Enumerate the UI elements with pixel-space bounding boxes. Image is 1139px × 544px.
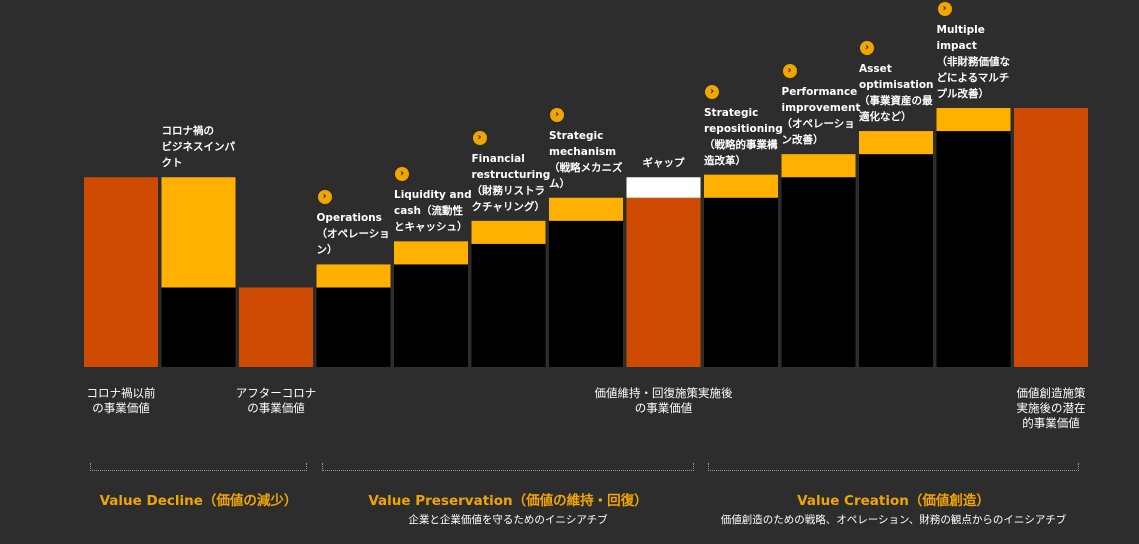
bar-8-chevron-icon: › [705, 84, 719, 99]
phase-subtitle-creation: 価値創造のための戦略、オペレーション、財務の観点からのイニシアチブ [720, 514, 1067, 526]
bar-2-baseline [239, 287, 313, 367]
category-label-1: アフターコロナ の事業価値 [235, 386, 317, 415]
phase-bracket-decline [90, 463, 307, 471]
bar-4-increment [394, 241, 468, 265]
bar-3-increment [316, 264, 391, 288]
bar-12-baseline [1014, 108, 1088, 367]
bar-4-chevron-icon: › [395, 167, 409, 182]
bar-11-chevron-icon: › [937, 2, 952, 16]
bar-6-chevron-icon: › [550, 107, 564, 122]
bar-11-increment [936, 108, 1011, 132]
bar-5-cumulative [471, 243, 546, 367]
bar-7-gap [626, 177, 701, 198]
bar-5-chevron-icon: › [472, 130, 487, 145]
bar-4-cumulative [394, 264, 468, 367]
bar-8-cumulative [704, 197, 778, 367]
category-label-3: 価値創造施策 実施後の潜在 的事業価値 [1016, 386, 1086, 430]
bar-3-cumulative [316, 287, 391, 367]
bar-1-cumulative [161, 287, 236, 367]
category-label-2: 価値維持・回復施策実施後 の事業価値 [594, 386, 733, 415]
bar-7-baseline [626, 197, 701, 367]
phase-bracket-creation [708, 463, 1079, 471]
bar-4-label: Liquidity and cash（流動性 とキャッシュ） [394, 189, 472, 234]
bar-8-label: Strategic repositioning （戦略的事業構 造改革） [704, 106, 783, 167]
category-label-0: コロナ禍以前 の事業価値 [86, 386, 156, 415]
bar-10-chevron-icon: › [860, 41, 874, 56]
bar-10-label: Asset optimisation （事業資産の最 適化など） [859, 63, 934, 124]
bar-6-label: Strategic mechanism （戦略メカニズ ム） [549, 129, 623, 190]
bar-11-cumulative [936, 131, 1011, 367]
bar-9-cumulative [781, 177, 856, 367]
bar-9-chevron-icon: › [782, 64, 797, 79]
bar-1-label: コロナ禍の ビジネスインパ クト [161, 125, 236, 170]
phase-title-decline: Value Decline（価値の減少） [99, 493, 298, 509]
phase-title-preservation: Value Preservation（価値の維持・回復） [368, 493, 648, 509]
bar-1-increment [161, 177, 236, 288]
bar-7-label: ギャップ [642, 157, 685, 170]
bar-8-increment [704, 174, 778, 198]
bar-5-label: Financial restructuring （財務リストラ クチャリング） [471, 152, 551, 213]
bar-10-cumulative [859, 154, 933, 367]
phase-bracket-preservation [322, 463, 694, 471]
bar-11-label: Multiple impact （非財務価値な どによるマルチ プル改善） [936, 24, 1011, 100]
bar-9-label: Performance improvement （オペレーショ ン改善） [781, 86, 861, 147]
phase-subtitle-preservation: 企業と企業価値を守るためのイニシアチブ [408, 514, 608, 526]
bar-9-increment [781, 154, 856, 178]
bar-5-increment [471, 220, 546, 244]
bar-6-cumulative [549, 220, 623, 367]
bar-10-increment [859, 131, 933, 155]
bar-3-label: Operations （オペレーショ ン） [316, 212, 390, 257]
phase-title-creation: Value Creation（価値創造） [797, 493, 990, 509]
bar-3-chevron-icon: › [317, 190, 332, 205]
bar-6-increment [549, 197, 623, 221]
bar-0-baseline [84, 177, 158, 367]
